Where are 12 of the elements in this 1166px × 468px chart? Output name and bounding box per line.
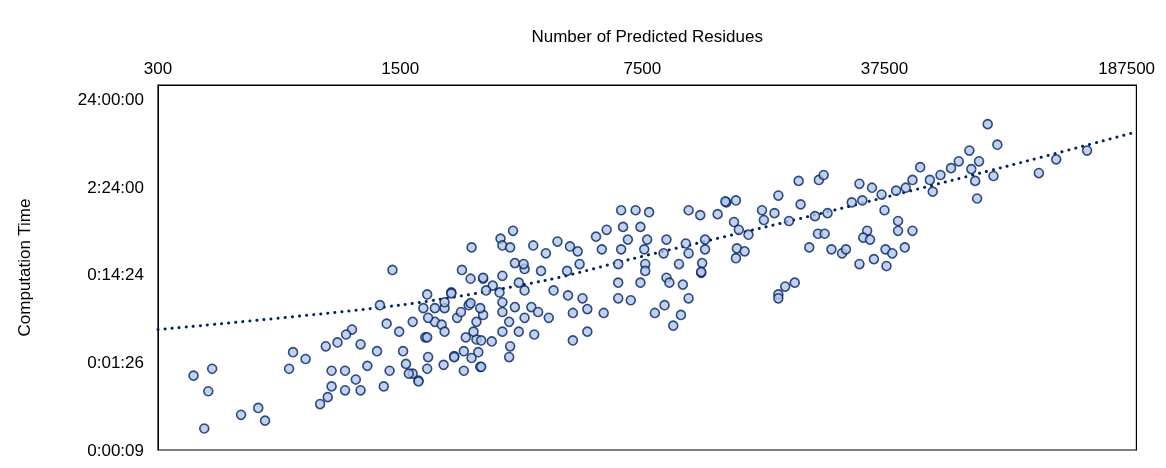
y-tick-label: 0:01:26	[87, 352, 144, 372]
x-axis-title: Number of Predicted Residues	[531, 27, 763, 46]
x-tick-label: 187500	[1098, 59, 1156, 78]
x-tick-label: 37500	[860, 59, 909, 78]
x-tick-label: 1500	[381, 59, 420, 78]
y-tick-label: 0:00:09	[87, 440, 144, 460]
y-tick-label: 0:14:24	[87, 265, 144, 285]
y-tick-label: 24:00:00	[77, 90, 144, 110]
y-axis-title: Computation Time	[15, 198, 34, 337]
x-tick-label: 7500	[623, 59, 662, 78]
y-tick-label: 2:24:00	[87, 177, 144, 197]
x-tick-label: 300	[143, 59, 173, 78]
